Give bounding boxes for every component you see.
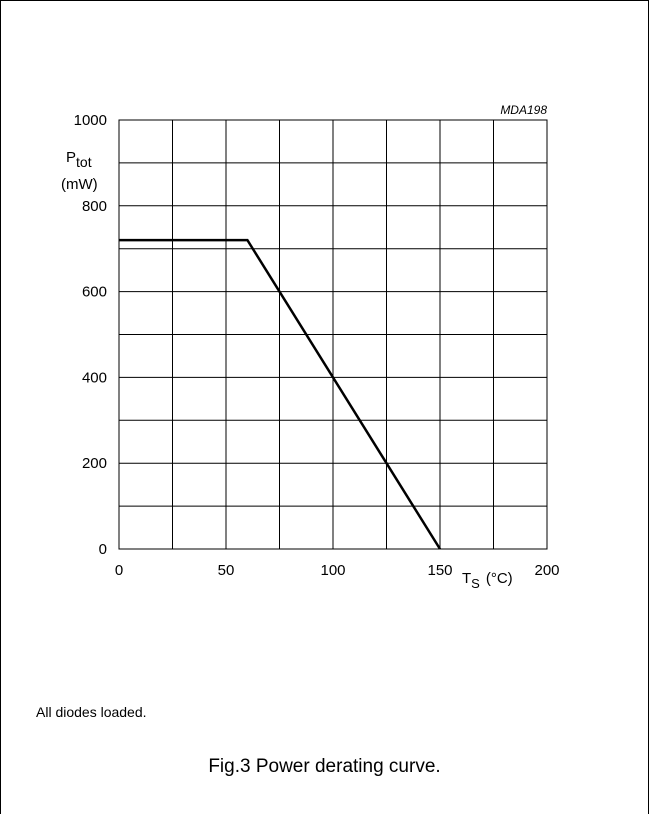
- y-tick-label: 400: [82, 369, 107, 386]
- y-axis-label-main: P: [66, 149, 76, 166]
- y-axis-label: Ptot: [66, 149, 92, 170]
- y-tick-label: 0: [99, 541, 107, 558]
- x-tick-labels: 0 50 100 150 200: [115, 562, 560, 579]
- y-tick-label: 600: [82, 284, 107, 301]
- x-axis-label: TS (°C): [462, 570, 513, 591]
- y-tick-label: 200: [82, 455, 107, 472]
- power-derating-chart: 0 200 400 600 800 1000 0 50 100 150 200 MDA198 Pt…: [61, 103, 560, 591]
- figure-caption: Fig.3 Power derating curve.: [208, 756, 441, 777]
- x-tick-label: 200: [534, 562, 559, 579]
- x-axis-label-main: T: [462, 570, 471, 587]
- plot-border: [118, 119, 548, 550]
- y-axis-label-sub: tot: [76, 154, 92, 170]
- footnote: All diodes loaded.: [36, 704, 147, 720]
- x-tick-label: 100: [320, 562, 345, 579]
- derating-curve: [119, 238, 442, 550]
- y-axis-unit: (mW): [61, 176, 98, 193]
- y-tick-label: 800: [82, 198, 107, 215]
- grid-lines: [119, 120, 547, 549]
- x-axis-unit: (°C): [486, 570, 513, 587]
- y-tick-label: 1000: [74, 112, 107, 129]
- x-axis-label-sub: S: [471, 576, 480, 591]
- x-tick-label: 150: [427, 562, 452, 579]
- x-tick-label: 0: [115, 562, 123, 579]
- figure-code: MDA198: [500, 103, 547, 117]
- x-tick-label: 50: [218, 562, 235, 579]
- y-tick-labels: 0 200 400 600 800 1000: [74, 112, 107, 558]
